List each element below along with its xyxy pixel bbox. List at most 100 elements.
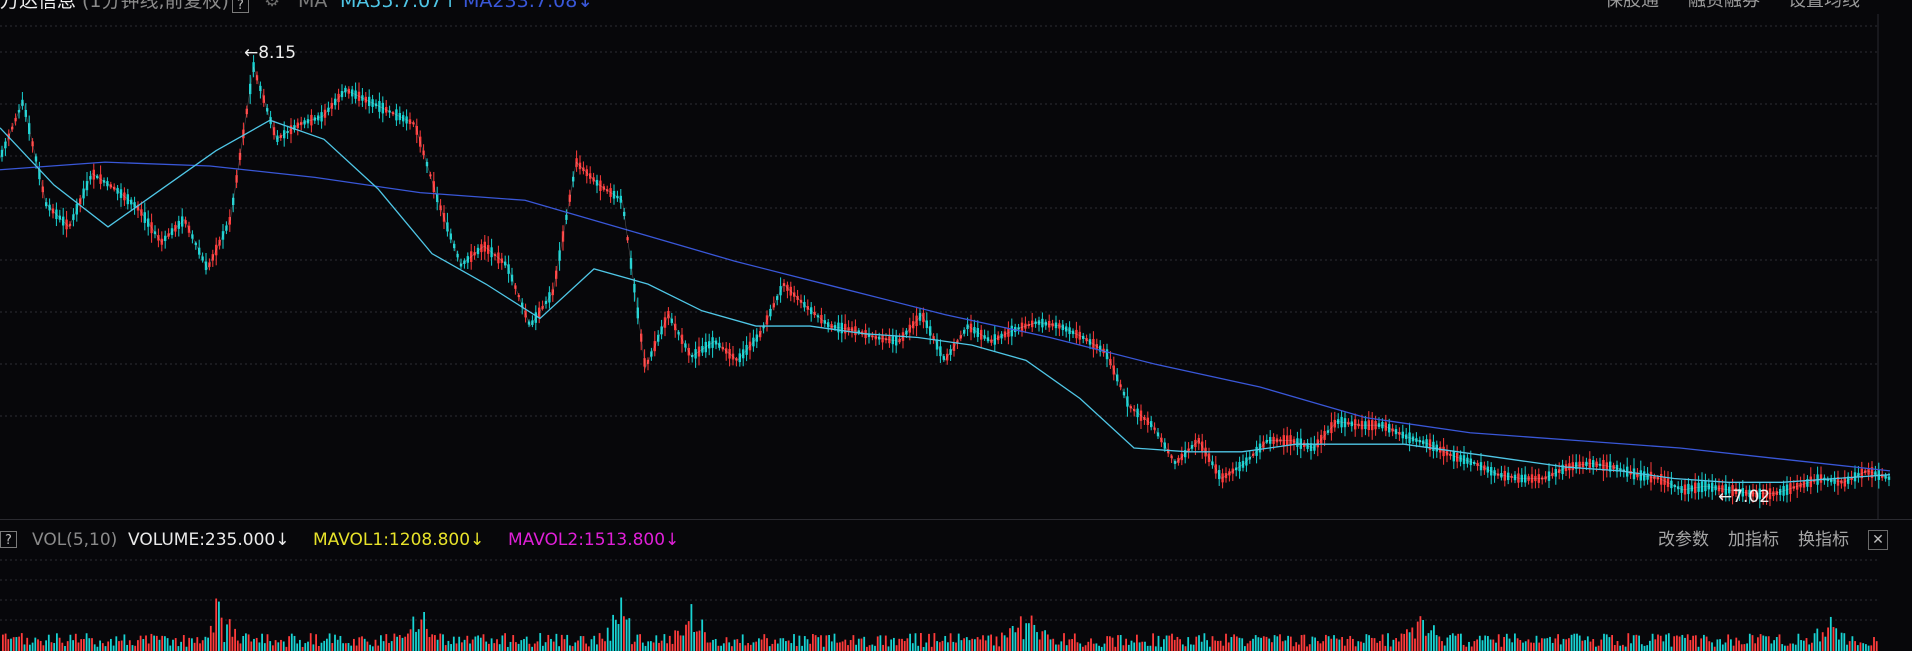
volume-bar bbox=[1273, 635, 1276, 651]
edit-params-button[interactable]: 改参数 bbox=[1658, 530, 1709, 550]
price-chart[interactable]: ←8.15 ←7.02 bbox=[0, 14, 1912, 519]
volume-bar bbox=[1225, 633, 1227, 651]
candle-body bbox=[708, 341, 711, 349]
volume-bar bbox=[336, 639, 339, 651]
candle-body bbox=[347, 88, 350, 94]
volume-bar bbox=[1511, 642, 1514, 651]
volume-bar bbox=[96, 646, 99, 651]
candle-body bbox=[799, 299, 803, 303]
candle-body bbox=[466, 256, 469, 263]
candle-body bbox=[803, 301, 806, 308]
candle-body bbox=[1058, 323, 1061, 329]
help-icon[interactable]: ? bbox=[232, 0, 249, 13]
candle-body bbox=[1745, 489, 1748, 496]
candle-body bbox=[252, 62, 255, 72]
settings-gear-icon[interactable]: ⚙ bbox=[264, 0, 281, 11]
candle-body bbox=[1728, 486, 1731, 494]
candle-body bbox=[1408, 432, 1411, 444]
volume-bar bbox=[104, 646, 107, 651]
baogutong-button[interactable]: 保股通 bbox=[1605, 0, 1659, 11]
volume-bar bbox=[987, 635, 990, 651]
candle-body bbox=[1445, 450, 1449, 456]
volume-bar bbox=[123, 634, 126, 651]
candle-body bbox=[663, 317, 667, 328]
volume-bar bbox=[709, 642, 712, 651]
volume-bar bbox=[1492, 639, 1495, 651]
volume-bar bbox=[250, 641, 253, 651]
volume-bar bbox=[1192, 644, 1195, 651]
volume-bar bbox=[493, 643, 496, 651]
volume-bar bbox=[601, 638, 604, 651]
candle-body bbox=[527, 321, 531, 325]
candle-body bbox=[337, 93, 340, 103]
volume-bar bbox=[1854, 641, 1856, 651]
candle-body bbox=[381, 102, 384, 114]
candle-body bbox=[1456, 453, 1459, 462]
candle-body bbox=[1184, 450, 1187, 458]
volume-bar bbox=[533, 643, 536, 651]
volume-bar bbox=[10, 638, 12, 651]
volume-bar bbox=[1424, 635, 1427, 651]
candle-body bbox=[922, 312, 925, 323]
volume-bar bbox=[1538, 642, 1541, 651]
volume-bar bbox=[644, 645, 647, 651]
volume-bar bbox=[628, 618, 631, 651]
volume-bar bbox=[1241, 638, 1244, 651]
candle-body bbox=[1054, 322, 1058, 329]
volume-bar bbox=[722, 643, 725, 651]
margin-trading-button[interactable]: 融资融券 bbox=[1688, 0, 1760, 11]
candle-body bbox=[1643, 471, 1646, 481]
volume-header: ? VOL(5,10) VOLUME:235.000↓ MAVOL1:1208.… bbox=[0, 528, 1912, 552]
candle-body bbox=[759, 331, 762, 338]
close-icon[interactable]: ✕ bbox=[1868, 530, 1888, 550]
volume-bar bbox=[1514, 633, 1516, 651]
volume-bar bbox=[1851, 636, 1854, 651]
candle-body bbox=[524, 310, 527, 318]
volume-bar bbox=[1060, 641, 1063, 651]
volume-bar bbox=[828, 635, 830, 651]
candle-body bbox=[609, 188, 612, 197]
volume-bar bbox=[209, 625, 212, 651]
stock-name: 万达信息 bbox=[0, 0, 77, 12]
candle-body bbox=[1238, 462, 1241, 472]
volume-bar bbox=[1422, 619, 1424, 651]
add-indicator-button[interactable]: 加指标 bbox=[1728, 530, 1779, 550]
volume-bar bbox=[1735, 637, 1738, 651]
candle-body bbox=[157, 235, 160, 241]
volume-bar bbox=[1646, 645, 1649, 651]
candle-body bbox=[871, 335, 874, 338]
candle-body bbox=[959, 335, 962, 339]
volume-bar bbox=[812, 634, 814, 651]
volume-bar bbox=[1073, 633, 1076, 651]
volume-bar bbox=[236, 640, 239, 651]
volume-chart[interactable] bbox=[0, 552, 1912, 651]
volume-bar bbox=[266, 634, 269, 651]
volume-bar bbox=[1754, 643, 1757, 651]
candle-body bbox=[772, 303, 775, 308]
volume-help-icon[interactable]: ? bbox=[0, 531, 17, 548]
volume-bar bbox=[1357, 641, 1360, 651]
volume-bar bbox=[617, 624, 620, 651]
candle-body bbox=[711, 337, 714, 348]
candle-body bbox=[1105, 349, 1109, 360]
volume-bar bbox=[1443, 645, 1446, 651]
switch-indicator-button[interactable]: 换指标 bbox=[1798, 530, 1849, 550]
candle-body bbox=[58, 215, 61, 220]
volume-bar bbox=[1738, 640, 1740, 651]
candle-body bbox=[1153, 427, 1156, 430]
ma-settings-button[interactable]: 设置均线 bbox=[1788, 0, 1860, 11]
candle-body bbox=[1639, 470, 1642, 481]
candle-body bbox=[1245, 457, 1248, 466]
volume-bar bbox=[450, 644, 452, 651]
volume-bar bbox=[976, 637, 979, 651]
candle-body bbox=[1173, 461, 1177, 464]
candle-body bbox=[65, 219, 68, 230]
volume-bar bbox=[1665, 634, 1667, 651]
volume-bar bbox=[1095, 643, 1098, 651]
volume-bar bbox=[1441, 641, 1443, 651]
volume-bar bbox=[45, 640, 47, 651]
candle-body bbox=[1486, 466, 1489, 473]
candle-body bbox=[1554, 468, 1557, 477]
volume-bar bbox=[77, 642, 80, 651]
volume-bar bbox=[598, 633, 601, 651]
